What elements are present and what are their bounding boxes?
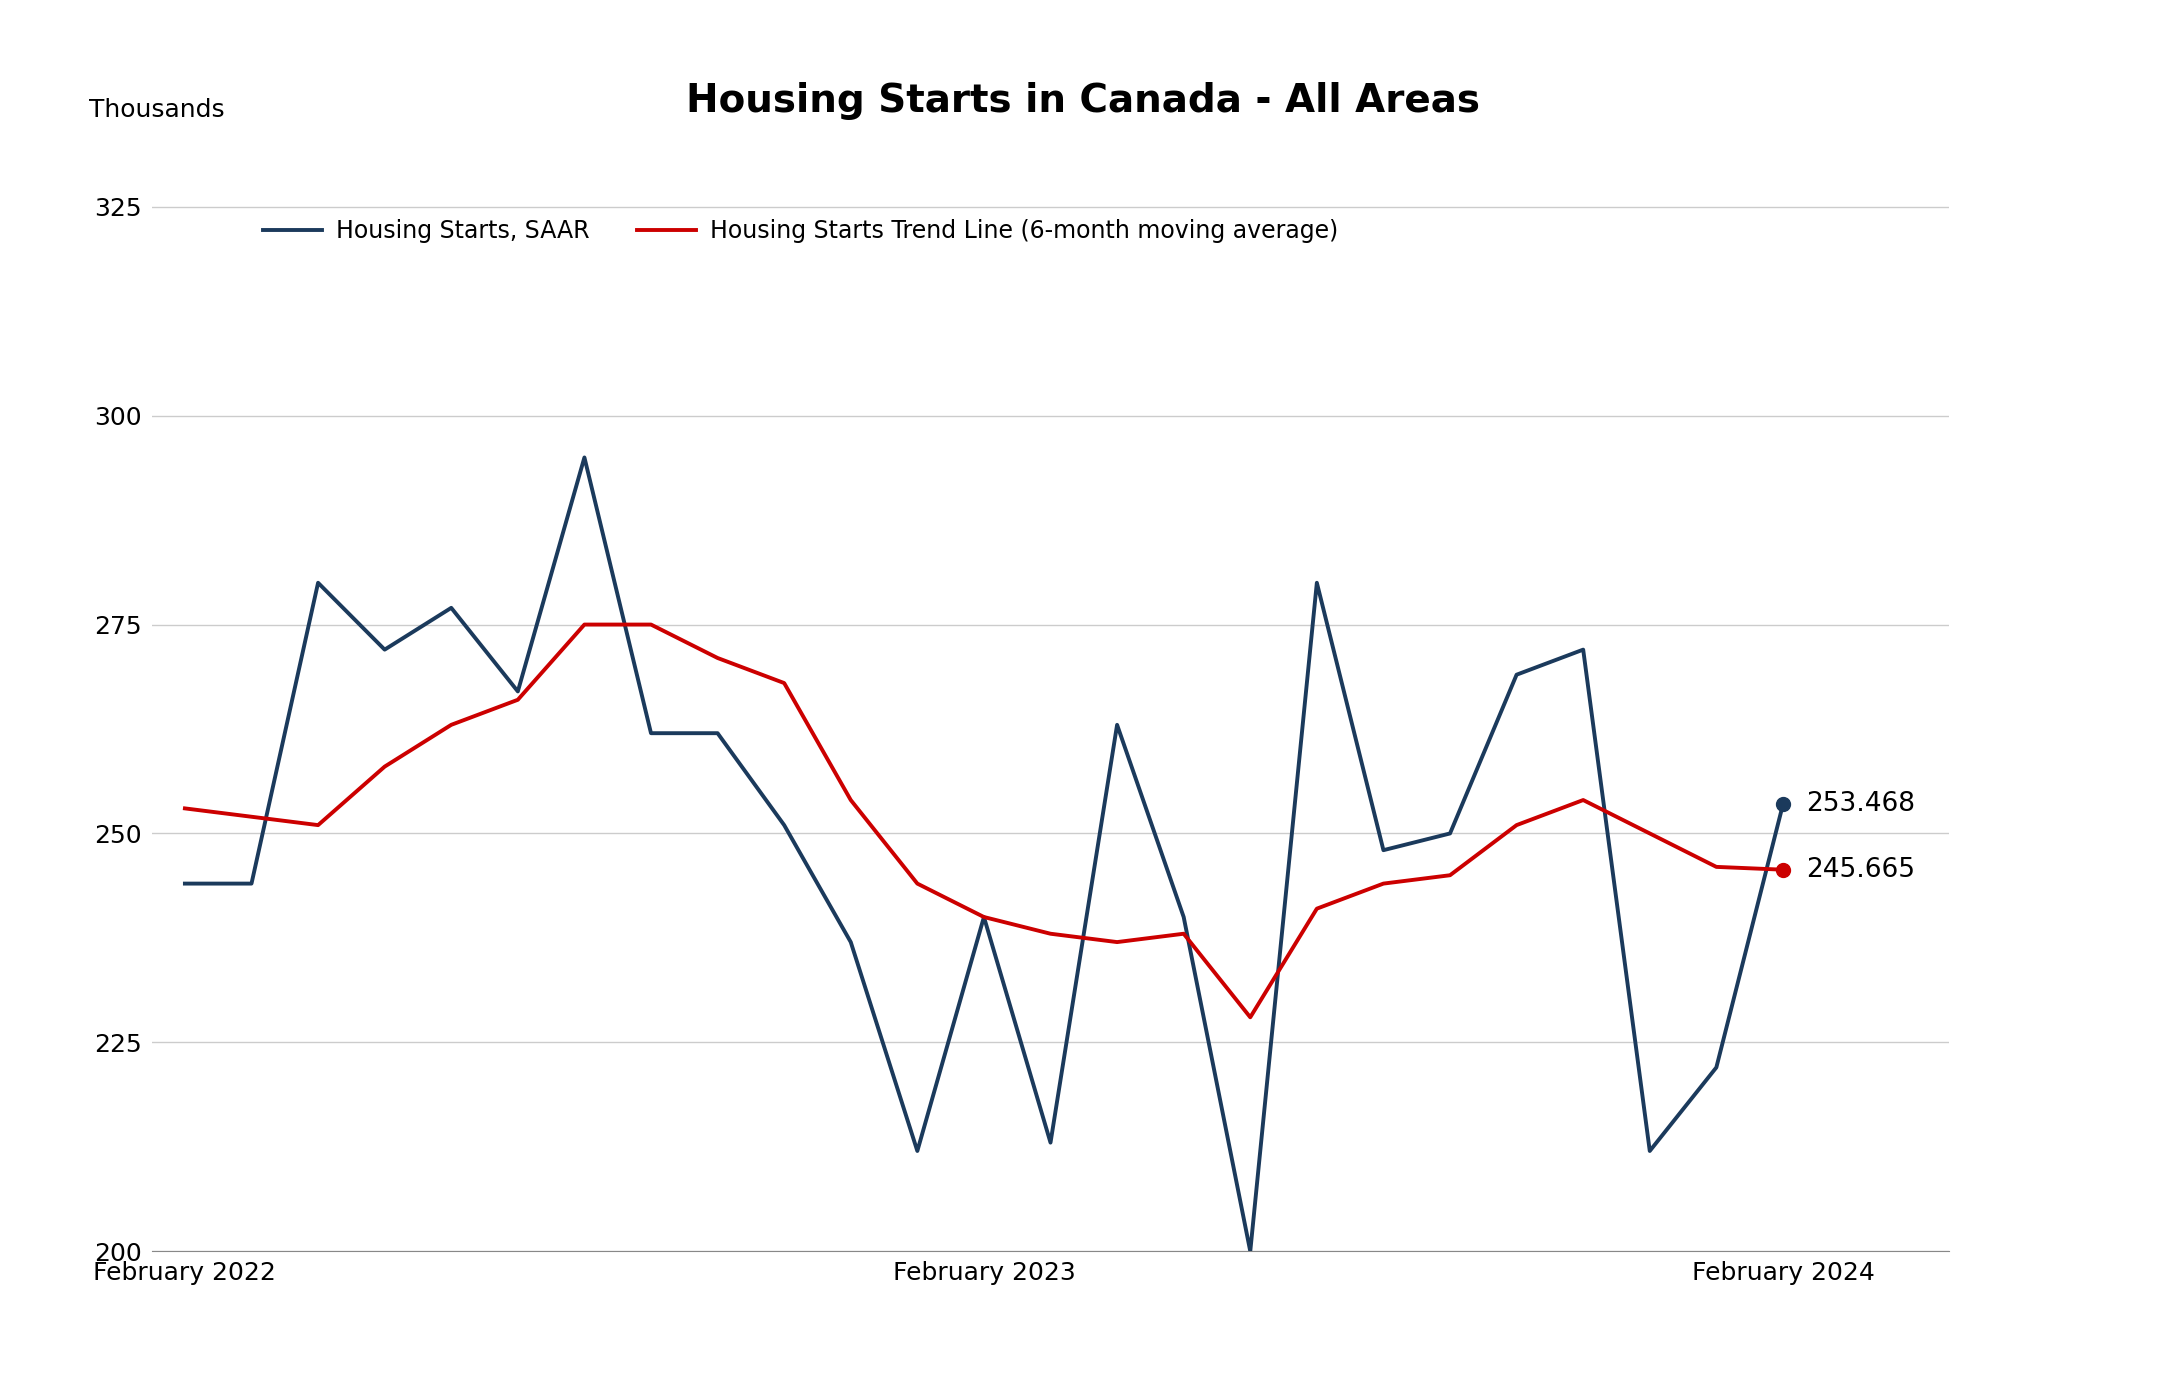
Point [1765,858,1800,880]
Housing Starts Trend Line (6-month moving average) [505,692,531,708]
Housing Starts, SAAR [970,909,996,925]
Housing Starts, SAAR [572,450,598,466]
Housing Starts Trend Line (6-month moving average) [905,876,931,892]
Housing Starts, SAAR [305,575,331,591]
Text: 253.468: 253.468 [1806,792,1915,818]
Housing Starts, SAAR [905,1143,931,1159]
Housing Starts, SAAR [373,641,399,657]
Housing Starts Trend Line (6-month moving average) [1371,876,1397,892]
Housing Starts, SAAR [171,876,197,892]
Housing Starts Trend Line (6-month moving average) [238,808,264,825]
Housing Starts Trend Line (6-month moving average) [1304,901,1330,917]
Housing Starts Trend Line (6-month moving average) [1570,792,1596,808]
Text: Thousands: Thousands [89,98,225,121]
Housing Starts Trend Line (6-month moving average) [1637,825,1663,842]
Housing Starts, SAAR [771,817,797,833]
Housing Starts, SAAR [1237,1243,1263,1260]
Text: Housing Starts in Canada - All Areas: Housing Starts in Canada - All Areas [687,82,1479,121]
Housing Starts Trend Line (6-month moving average) [1038,925,1064,942]
Housing Starts Trend Line (6-month moving average) [1503,817,1529,833]
Housing Starts, SAAR [1637,1143,1663,1159]
Housing Starts Trend Line (6-month moving average) [838,792,864,808]
Housing Starts Trend Line (6-month moving average) [305,817,331,833]
Housing Starts Trend Line (6-month moving average) [1770,861,1796,877]
Text: 245.665: 245.665 [1806,857,1915,883]
Line: Housing Starts Trend Line (6-month moving average): Housing Starts Trend Line (6-month movin… [184,624,1783,1018]
Line: Housing Starts, SAAR: Housing Starts, SAAR [184,458,1783,1251]
Housing Starts, SAAR [438,600,464,616]
Housing Starts, SAAR [838,934,864,950]
Point [1765,793,1800,815]
Housing Starts Trend Line (6-month moving average) [1170,925,1196,942]
Housing Starts, SAAR [1570,641,1596,657]
Housing Starts, SAAR [1436,825,1462,842]
Housing Starts Trend Line (6-month moving average) [704,650,730,667]
Housing Starts Trend Line (6-month moving average) [771,675,797,692]
Housing Starts, SAAR [1371,842,1397,858]
Housing Starts Trend Line (6-month moving average) [373,759,399,776]
Housing Starts Trend Line (6-month moving average) [1702,858,1728,874]
Housing Starts Trend Line (6-month moving average) [1436,868,1462,884]
Housing Starts Trend Line (6-month moving average) [639,616,665,632]
Housing Starts, SAAR [1503,667,1529,683]
Housing Starts, SAAR [1770,796,1796,813]
Housing Starts, SAAR [1170,909,1196,925]
Housing Starts, SAAR [238,876,264,892]
Housing Starts, SAAR [1038,1134,1064,1151]
Housing Starts, SAAR [1304,575,1330,591]
Housing Starts, SAAR [639,725,665,741]
Housing Starts, SAAR [704,725,730,741]
Housing Starts Trend Line (6-month moving average) [1237,1009,1263,1026]
Housing Starts, SAAR [1702,1059,1728,1075]
Housing Starts, SAAR [1105,716,1131,733]
Housing Starts, SAAR [505,683,531,700]
Housing Starts Trend Line (6-month moving average) [572,616,598,632]
Housing Starts Trend Line (6-month moving average) [1105,934,1131,950]
Legend: Housing Starts, SAAR, Housing Starts Trend Line (6-month moving average): Housing Starts, SAAR, Housing Starts Tre… [253,209,1347,252]
Housing Starts Trend Line (6-month moving average) [171,800,197,817]
Housing Starts Trend Line (6-month moving average) [438,716,464,733]
Housing Starts Trend Line (6-month moving average) [970,909,996,925]
